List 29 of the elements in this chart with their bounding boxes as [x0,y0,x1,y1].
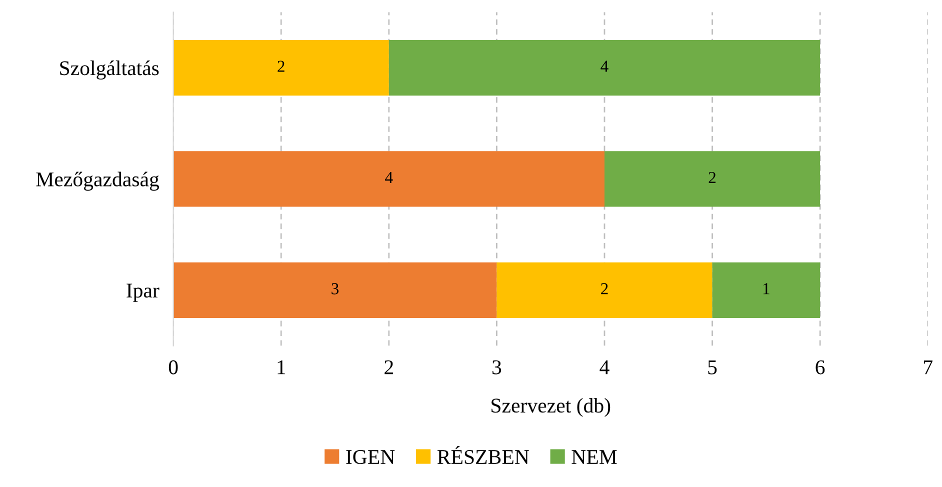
bar [173,262,497,318]
legend-label: IGEN [346,450,395,464]
x-tick-label: 2 [384,360,393,374]
bar [173,40,389,96]
data-label: 2 [601,283,608,294]
x-tick-label: 4 [600,360,610,374]
bar [496,262,712,318]
bar [173,151,604,207]
legend-label: NEM [572,450,617,464]
x-tick-label: 3 [492,360,502,374]
bar [388,40,820,96]
x-tick-label: 1 [278,360,286,374]
x-tick-label: 7 [924,360,932,374]
data-label: 3 [332,283,339,294]
data-label: 4 [600,60,608,72]
data-label: 2 [708,172,716,183]
y-tick-label: Mezőgazdaság [36,172,160,191]
bar [712,262,820,318]
x-tick-label: 5 [708,360,717,374]
bar [604,151,820,207]
x-tick-label: 0 [168,360,178,374]
y-tick-label: Ipar [126,284,160,302]
y-tick-label: Szolgáltatás [60,60,159,80]
data-label: 1 [763,283,770,294]
x-axis-title: Szervezet (db) [492,398,610,417]
x-tick-label: 6 [816,360,825,374]
data-label: 2 [278,60,284,72]
data-label: 4 [385,172,393,183]
legend-label: RÉSZBEN [437,446,529,464]
